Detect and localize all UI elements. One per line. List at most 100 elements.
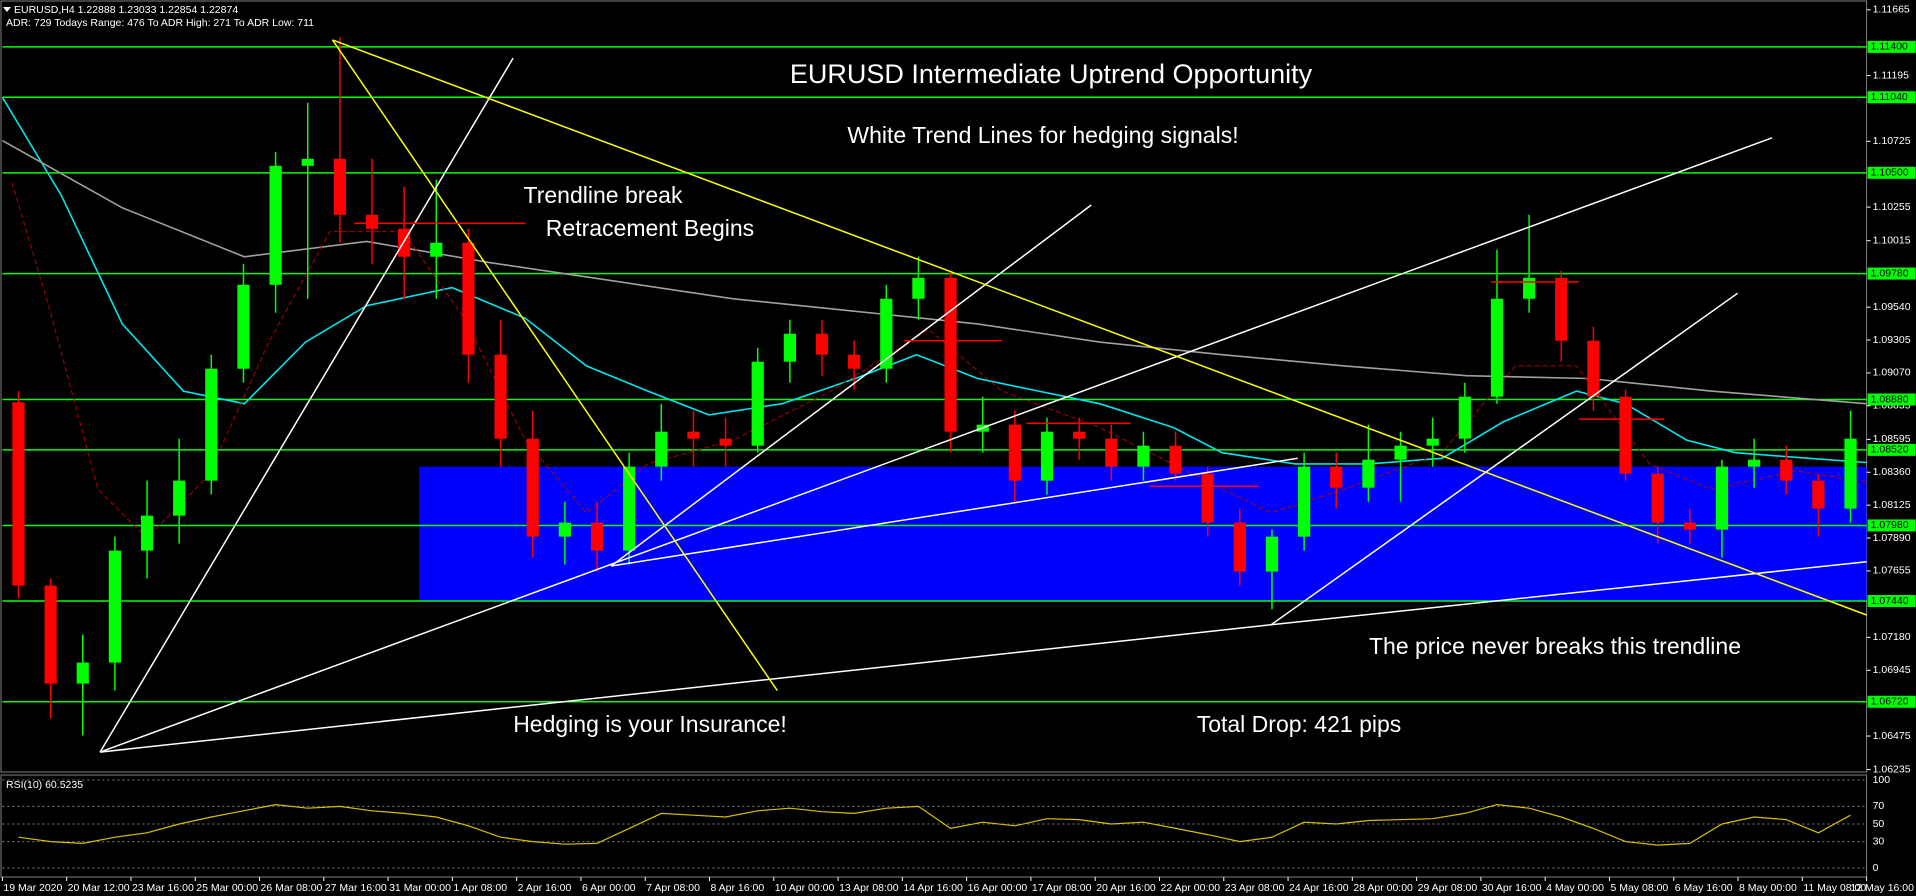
- annotation: EURUSD Intermediate Uptrend Opportunity: [790, 59, 1313, 89]
- candle-body: [623, 466, 636, 551]
- menu-icon[interactable]: [3, 7, 11, 12]
- y-tick-label: 1.07655: [1873, 565, 1911, 577]
- rsi-tick-label: 70: [1873, 800, 1885, 812]
- x-tick-label: 10 Apr 00:00: [775, 882, 835, 894]
- level-label-box: [1867, 519, 1916, 532]
- rsi-line: [18, 803, 1851, 846]
- candle-body: [108, 550, 122, 663]
- level-label-box: [1867, 91, 1916, 104]
- candle-body: [1555, 277, 1568, 341]
- candle-body: [1233, 522, 1246, 572]
- x-tick-label: 27 Mar 16:00: [325, 882, 387, 894]
- candle-body: [1780, 459, 1793, 481]
- level-label: 1.11040: [1871, 91, 1908, 103]
- annotation: Trendline break: [524, 182, 683, 208]
- y-tick-label: 1.08595: [1873, 433, 1911, 445]
- rsi-tick-label: 0: [1873, 862, 1879, 874]
- candle-body: [1394, 445, 1407, 460]
- candle-body: [365, 214, 379, 229]
- x-tick-label: 24 Apr 16:00: [1289, 882, 1349, 894]
- annotation: Total Drop: 421 pips: [1197, 711, 1402, 737]
- x-tick-label: 7 Apr 08:00: [646, 882, 700, 894]
- candle-body: [1715, 466, 1729, 530]
- y-tick-label: 1.06235: [1873, 763, 1911, 775]
- trend-line: [611, 457, 1298, 567]
- level-label: 1.07980: [1871, 519, 1909, 531]
- x-tick-label: 28 Apr 00:00: [1353, 882, 1413, 894]
- level-label-box: [1867, 443, 1916, 456]
- y-tick-label: 1.09540: [1873, 301, 1911, 313]
- x-tick-label: 26 Mar 08:00: [261, 882, 323, 894]
- candle-body: [1426, 438, 1439, 446]
- candle-body: [1523, 277, 1536, 299]
- candle-body: [301, 158, 314, 166]
- candle-body: [1747, 459, 1761, 467]
- annotation: White Trend Lines for hedging signals!: [847, 122, 1238, 148]
- x-tick-label: 6 Apr 00:00: [582, 882, 636, 894]
- y-tick-label: 1.10015: [1873, 234, 1911, 246]
- y-tick-label: 1.11195: [1873, 69, 1910, 81]
- level-label: 1.08520: [1871, 444, 1909, 456]
- level-label: 1.10500: [1871, 167, 1909, 179]
- annotation: Hedging is your Insurance!: [513, 711, 787, 737]
- level-label-box: [1867, 267, 1916, 280]
- candle-body: [815, 333, 829, 355]
- chart-title: EURUSD,H4 1.22888 1.23033 1.22854 1.2287…: [14, 4, 238, 16]
- candle-body: [590, 522, 604, 551]
- y-tick-label: 1.07180: [1873, 631, 1911, 643]
- candle-body: [1490, 298, 1504, 397]
- candle-body: [1844, 438, 1857, 509]
- x-tick-label: 23 Apr 08:00: [1225, 882, 1285, 894]
- support-zone: [419, 466, 1867, 602]
- x-tick-label: 8 Apr 16:00: [711, 882, 765, 894]
- candle-body: [430, 242, 443, 257]
- candle-body: [1362, 459, 1375, 488]
- level-label: 1.07440: [1871, 595, 1909, 607]
- candle-body: [44, 585, 57, 684]
- candle-body: [140, 515, 154, 551]
- candle-body: [1683, 522, 1696, 530]
- x-tick-label: 16 Apr 00:00: [968, 882, 1028, 894]
- candle-body: [205, 368, 218, 481]
- candle-body: [848, 354, 861, 369]
- level-label: 1.06720: [1871, 696, 1909, 708]
- candle-body: [1169, 445, 1182, 474]
- moving-average: [2, 139, 1867, 405]
- candle-body: [944, 277, 957, 432]
- level-label-box: [1867, 40, 1916, 53]
- x-tick-label: 23 Mar 16:00: [132, 882, 194, 894]
- candle-body: [751, 361, 764, 446]
- y-tick-label: 1.07890: [1873, 532, 1911, 544]
- candle-body: [880, 298, 893, 369]
- candle-body: [1330, 466, 1343, 488]
- level-label-box: [1867, 695, 1916, 708]
- candle-body: [912, 277, 925, 299]
- x-tick-label: 8 May 00:00: [1739, 882, 1797, 894]
- rsi-panel: [0, 774, 1868, 878]
- candle-body: [1201, 473, 1214, 523]
- y-tick-label: 1.08360: [1873, 466, 1911, 478]
- candle-body: [333, 158, 346, 215]
- candle-body: [462, 242, 475, 355]
- level-label-box: [1867, 595, 1916, 608]
- rsi-tick-label: 50: [1873, 818, 1885, 830]
- y-tick-label: 1.06945: [1873, 664, 1911, 676]
- candle-body: [1265, 536, 1279, 572]
- candle-body: [1619, 396, 1632, 474]
- candle-body: [1458, 396, 1471, 439]
- x-tick-label: 19 Mar 2020: [3, 882, 62, 894]
- candle-body: [1651, 473, 1664, 523]
- x-tick-label: 17 Apr 08:00: [1032, 882, 1092, 894]
- level-label-box: [1867, 166, 1916, 179]
- x-tick-label: 25 Mar 00:00: [196, 882, 258, 894]
- candle-body: [655, 431, 668, 467]
- level-label: 1.09780: [1871, 267, 1909, 279]
- x-tick-label: 5 May 08:00: [1610, 882, 1668, 894]
- x-tick-label: 14 Apr 16:00: [903, 882, 963, 894]
- candle-body: [1008, 424, 1021, 481]
- x-tick-label: 13 Apr 08:00: [839, 882, 899, 894]
- trend-line: [332, 39, 1867, 616]
